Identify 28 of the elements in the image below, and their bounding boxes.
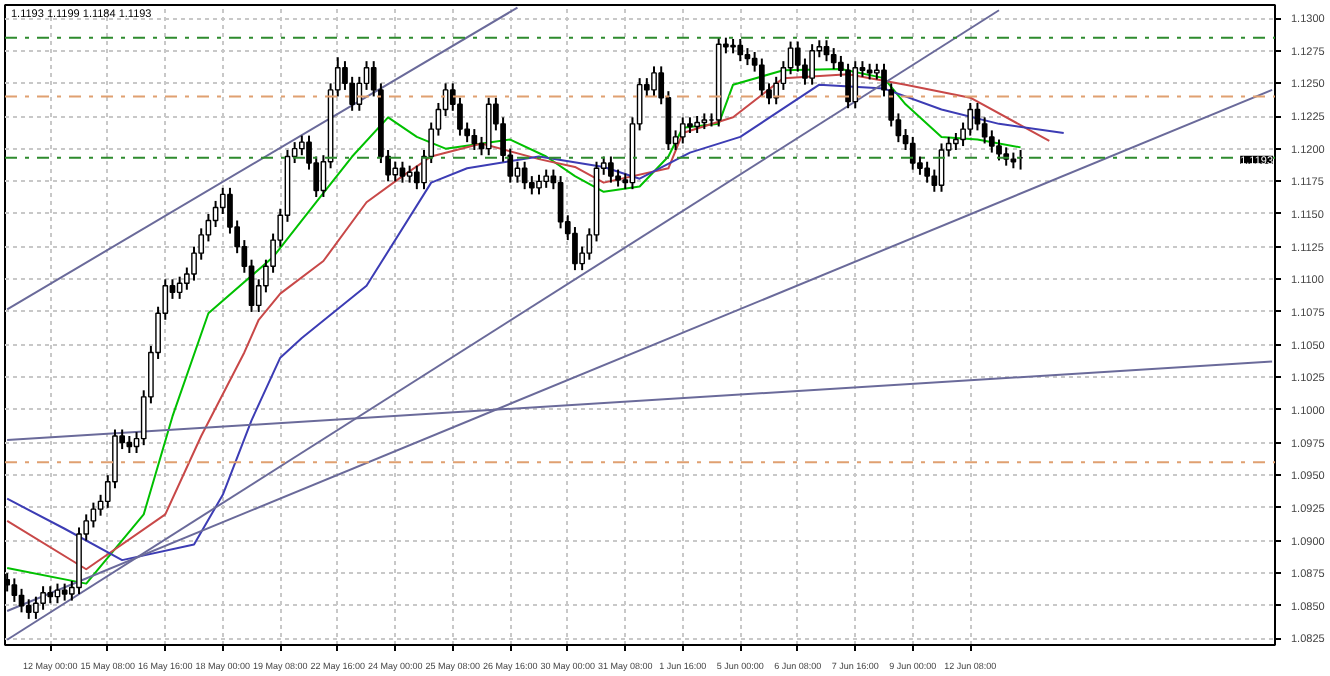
candlestick [845, 62, 851, 110]
candlestick [543, 168, 550, 189]
candlestick [679, 116, 686, 145]
candlestick [830, 47, 837, 70]
candlestick [413, 164, 420, 191]
candlestick [471, 128, 478, 151]
candlestick [758, 57, 765, 98]
candlestick [852, 60, 859, 110]
candlestick [737, 37, 744, 63]
candlestick [298, 134, 305, 157]
candlestick [485, 96, 492, 157]
candlestick [40, 585, 46, 611]
candlestick [356, 75, 363, 112]
candlestick [924, 160, 930, 184]
candlestick [18, 587, 25, 614]
candlestick [909, 135, 916, 171]
candlestick [651, 65, 657, 98]
candlestick [11, 577, 18, 603]
candlestick [176, 275, 183, 300]
candlestick [90, 501, 97, 529]
candlestick [608, 155, 614, 184]
candlestick [974, 101, 981, 132]
candlestick [54, 582, 61, 605]
candlestick [981, 116, 988, 145]
candlestick [809, 43, 815, 86]
candlestick [996, 138, 1002, 162]
candlestick [392, 160, 399, 183]
candlestick [536, 173, 542, 196]
